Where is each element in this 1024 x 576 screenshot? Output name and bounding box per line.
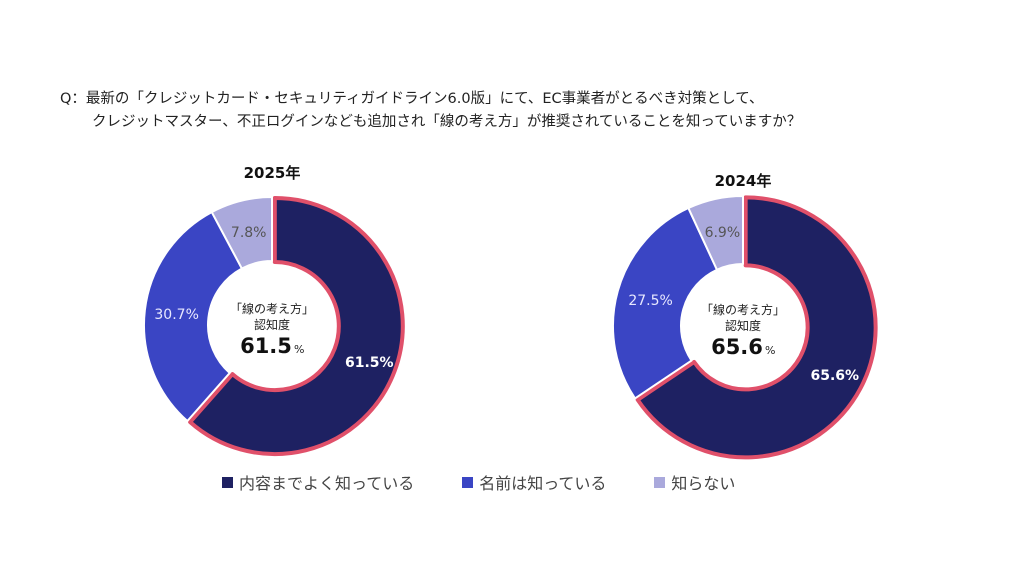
slice-label: 65.6% xyxy=(810,368,859,384)
chart-title: 2025年 xyxy=(244,164,301,182)
question-line-2: クレジットマスター、不正ログインなども追加され「線の考え方」が推奨されていること… xyxy=(92,114,802,130)
legend-swatch xyxy=(462,476,474,488)
slice-label: 30.7% xyxy=(154,307,198,323)
legend-swatch xyxy=(222,476,233,488)
legend: 内容までよく知っている 名前は知っている 知らない xyxy=(222,470,783,494)
question: Q：最新の「クレジットカード・セキュリティガイドライン6.0版」にて、EC事業者… xyxy=(60,88,801,134)
center-label-line-2: 認知度 xyxy=(254,317,290,332)
center-label-line-1: 「線の考え方」 xyxy=(701,302,785,317)
center-unit: % xyxy=(294,343,304,356)
center-value: 61.5 xyxy=(240,334,292,358)
legend-label: 知らない xyxy=(671,474,736,493)
legend-swatch xyxy=(654,476,666,488)
slice-label: 6.9% xyxy=(705,225,741,241)
center-label-line-1: 「線の考え方」 xyxy=(230,301,314,316)
donut-slice xyxy=(143,211,243,423)
donut-slice xyxy=(612,207,718,400)
slice-label: 7.8% xyxy=(231,225,267,241)
donut-slice xyxy=(210,196,273,270)
legend-label: 内容までよく知っている xyxy=(239,474,415,493)
slice-label: 61.5% xyxy=(345,355,394,371)
donut-slice xyxy=(687,195,744,271)
center-unit: % xyxy=(765,344,775,357)
legend-item-know-name: 名前は知っている xyxy=(462,470,606,494)
legend-label: 名前は知っている xyxy=(479,474,607,493)
center-value: 65.6 xyxy=(711,335,763,359)
legend-item-know-well: 内容までよく知っている xyxy=(222,470,414,494)
slice-label: 27.5% xyxy=(628,293,672,309)
center-label-line-2: 認知度 xyxy=(725,318,761,333)
legend-item-dont-know: 知らない xyxy=(654,470,735,494)
donut-slice xyxy=(635,195,878,460)
chart-title: 2024年 xyxy=(715,172,772,190)
question-line-1: Q：最新の「クレジットカード・セキュリティガイドライン6.0版」にて、EC事業者… xyxy=(60,91,764,107)
donut-slice xyxy=(188,196,405,457)
